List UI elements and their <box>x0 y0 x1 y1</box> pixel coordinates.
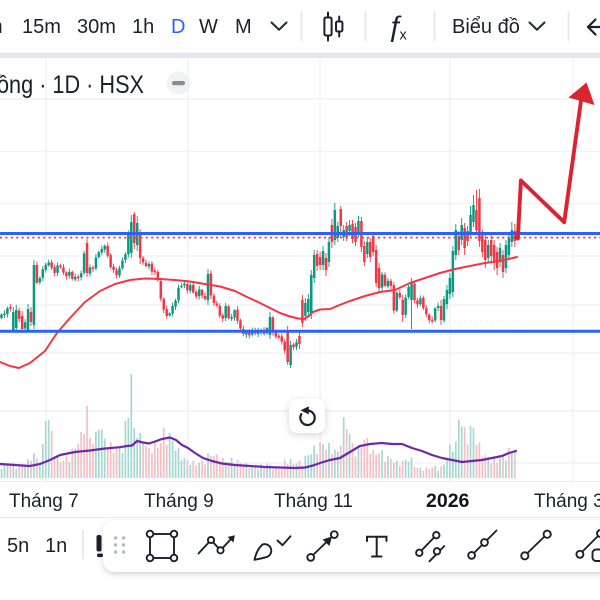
svg-text:1n: 1n <box>45 535 67 557</box>
svg-text:Biểu đồ: Biểu đồ <box>452 16 520 38</box>
svg-text:Tháng 11: Tháng 11 <box>274 491 353 512</box>
svg-text:5n: 5n <box>7 535 29 557</box>
svg-text:M: M <box>235 16 252 38</box>
svg-text:D: D <box>171 16 185 38</box>
svg-text:30m: 30m <box>77 16 116 38</box>
svg-text:x: x <box>400 28 408 44</box>
svg-text:Tháng 7: Tháng 7 <box>9 491 79 512</box>
svg-text:ồng · 1D · HSX: ồng · 1D · HSX <box>0 71 144 99</box>
svg-text:15m: 15m <box>22 16 61 38</box>
svg-text:2026: 2026 <box>426 490 470 512</box>
svg-text:Tháng 3: Tháng 3 <box>534 491 600 512</box>
svg-text:Tháng 9: Tháng 9 <box>144 491 214 512</box>
svg-text:W: W <box>199 16 218 38</box>
svg-text:m: m <box>0 16 3 38</box>
svg-text:1h: 1h <box>132 16 154 38</box>
svg-text:ƒ: ƒ <box>388 11 404 43</box>
